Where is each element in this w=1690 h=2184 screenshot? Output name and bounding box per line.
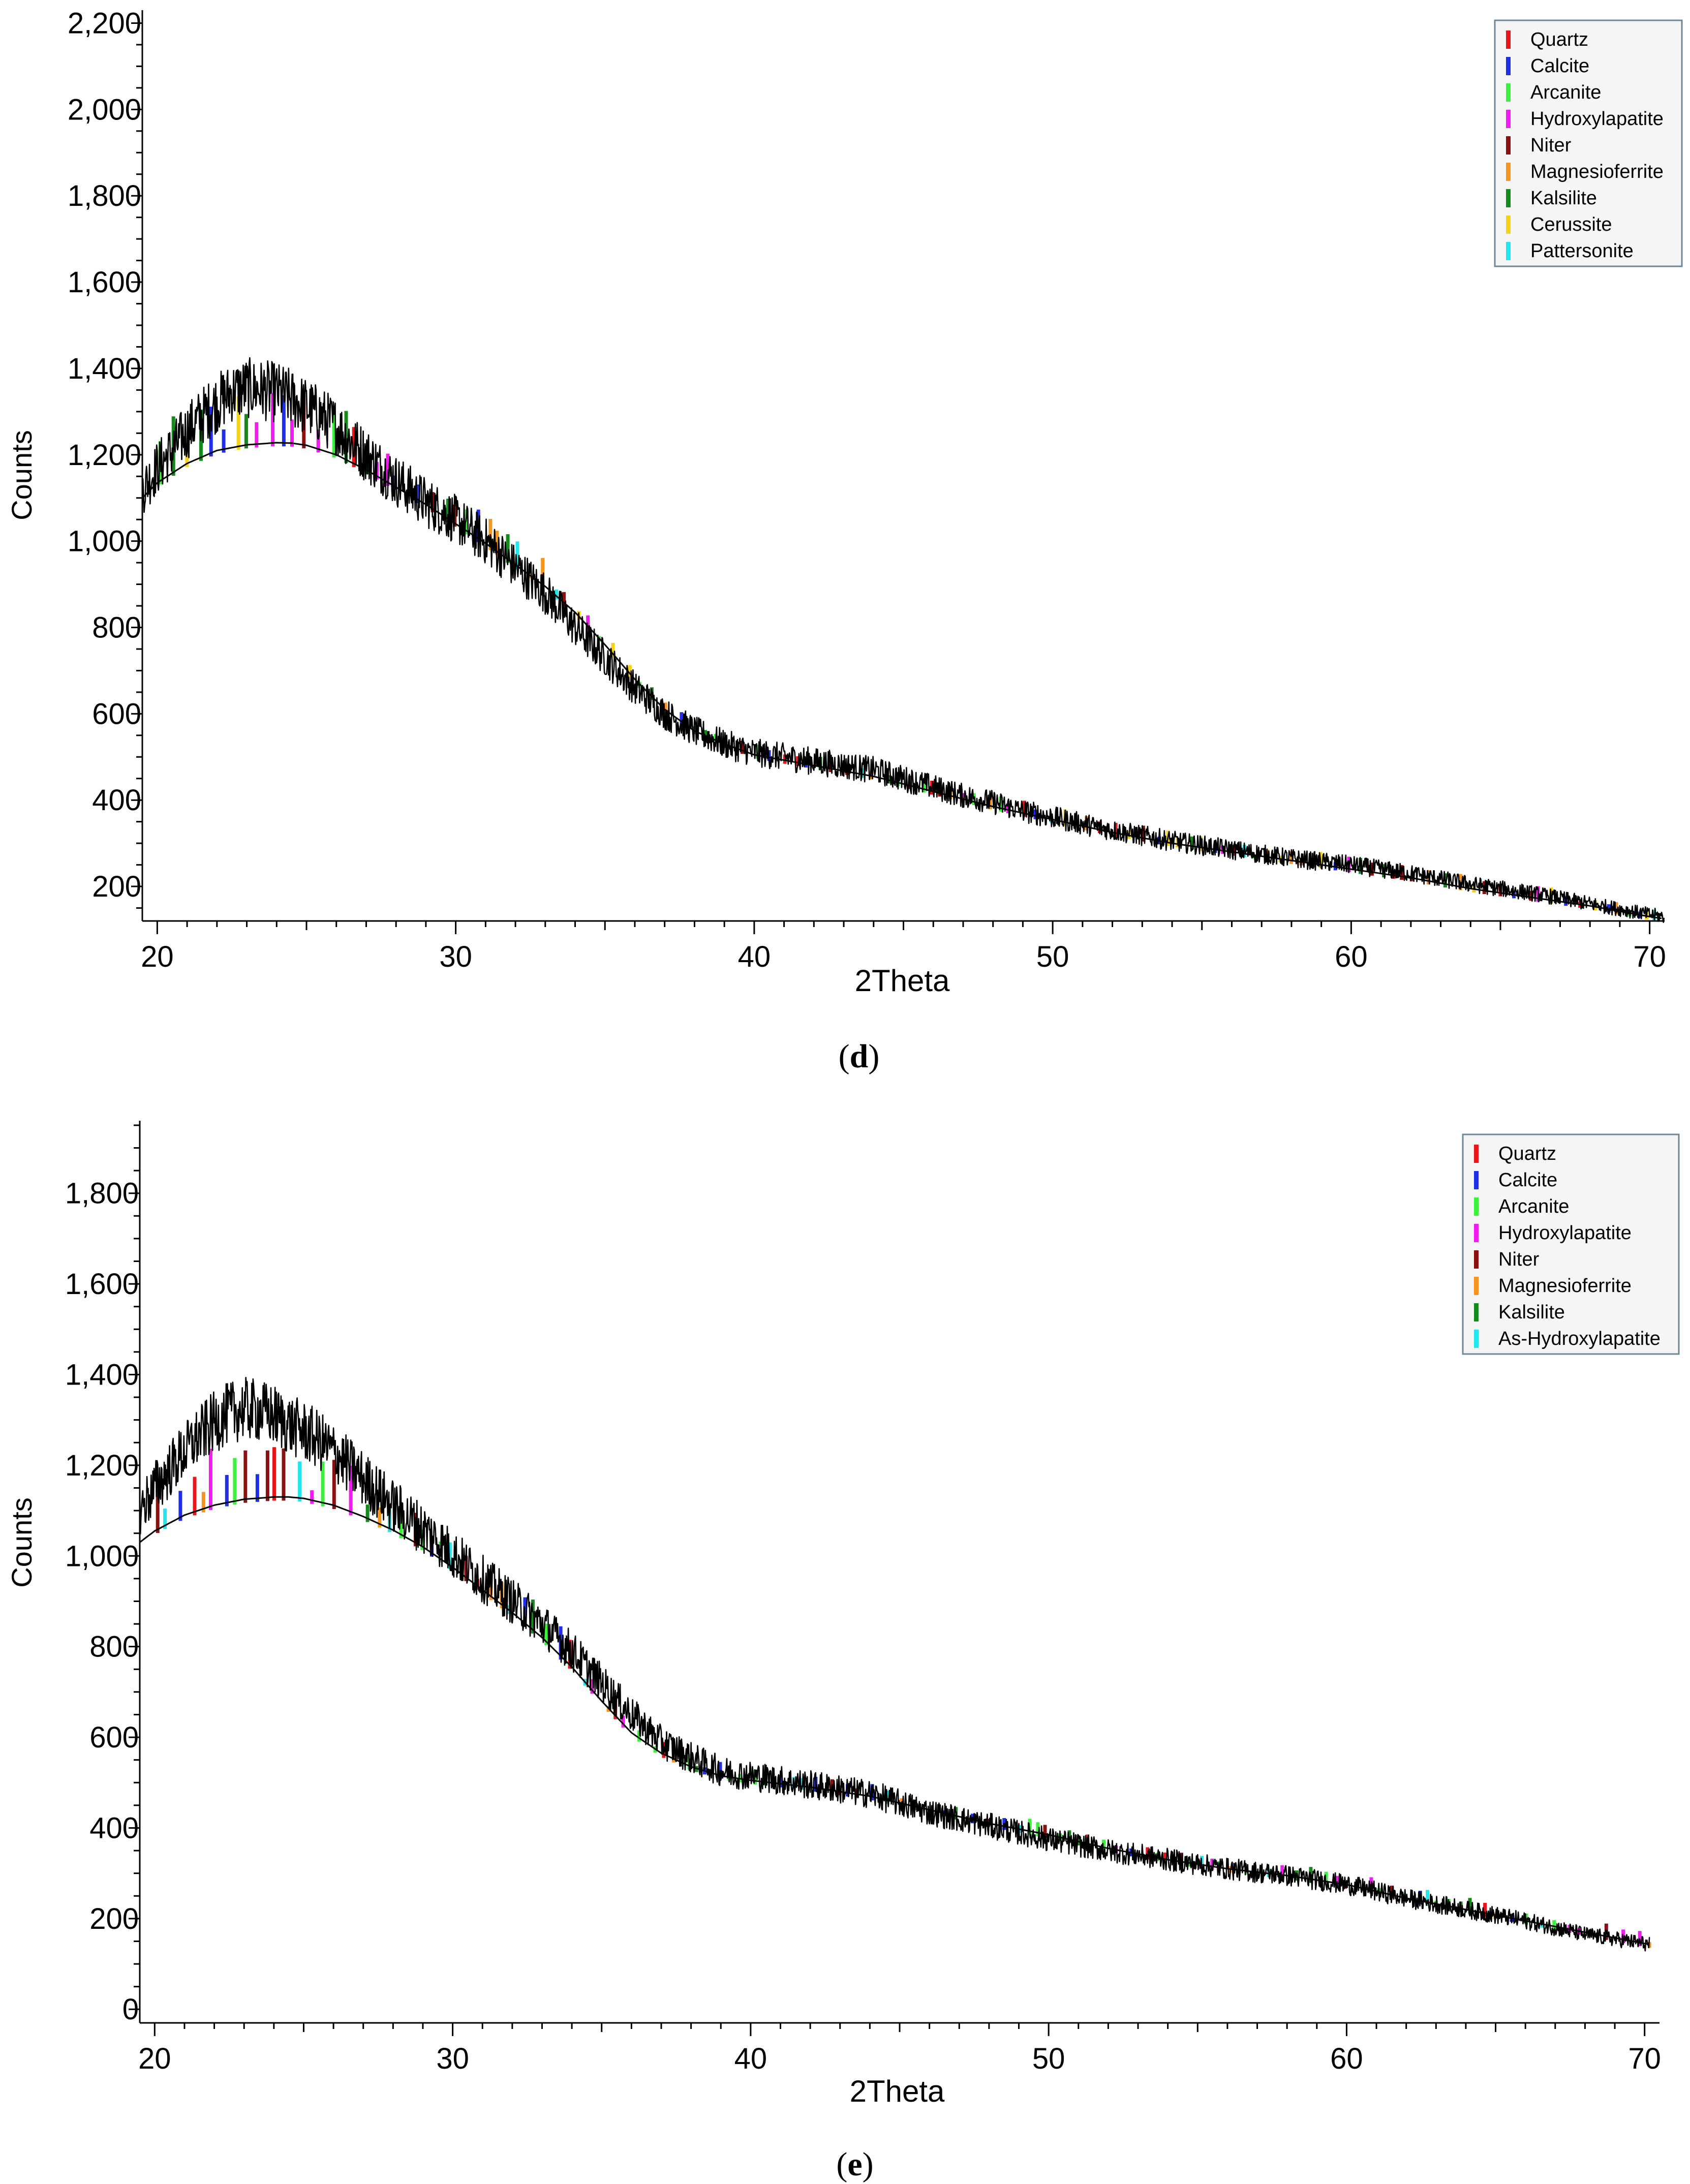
legend-swatch — [1506, 136, 1511, 155]
legend-label: Calcite — [1530, 55, 1589, 77]
legend-swatch — [1506, 189, 1511, 207]
y-tick-label: 1,600 — [65, 1268, 139, 1301]
y-tick-label: 200 — [89, 1902, 139, 1935]
y-axis-title: Counts — [6, 1497, 38, 1587]
legend-swatch — [1506, 216, 1511, 234]
x-axis-title: 2Theta — [855, 964, 950, 998]
legend-swatch — [1474, 1303, 1479, 1321]
y-tick-label: 400 — [92, 784, 141, 817]
x-tick-label: 30 — [439, 940, 472, 973]
y-tick-label: 1,800 — [68, 179, 141, 212]
axes-group: 200 400 600 800 1,000 1,200 1,400 1,600 1,800 2,0… — [68, 7, 1666, 973]
x-tick-label: 30 — [436, 2042, 469, 2075]
legend-swatch — [1474, 1224, 1479, 1242]
y-tick-label: 1,000 — [65, 1540, 139, 1573]
y-tick-label: 1,000 — [68, 525, 141, 558]
x-tick-label: 40 — [734, 2042, 767, 2075]
y-tick-label: 1,800 — [65, 1177, 139, 1210]
legend-swatch — [1474, 1330, 1479, 1348]
y-tick-label: 800 — [89, 1631, 139, 1664]
legend-swatch — [1474, 1171, 1479, 1189]
legend-swatch — [1506, 163, 1511, 181]
y-tick-label: 800 — [92, 611, 141, 644]
y-axis-title: Counts — [6, 430, 38, 520]
y-tick-label: 2,000 — [68, 93, 141, 126]
legend-label: Calcite — [1498, 1170, 1557, 1191]
legend-swatch — [1474, 1145, 1479, 1163]
legend-swatch — [1474, 1277, 1479, 1295]
axes-group: 0 200 400 600 800 1,000 1,200 1,400 1,600 1,800 20… — [65, 1121, 1661, 2075]
panel-caption: (d) — [839, 1038, 880, 1075]
legend-swatch — [1506, 57, 1511, 75]
legend-label: Pattersonite — [1530, 240, 1634, 262]
legend-label: Kalsilite — [1498, 1302, 1565, 1323]
series-group — [139, 1376, 1650, 1952]
legend-label: Kalsilite — [1530, 188, 1597, 209]
legend-label: Quartz — [1530, 29, 1588, 50]
legend-box — [1462, 1133, 1680, 1355]
y-tick-label: 2,200 — [68, 7, 141, 40]
x-tick-label: 70 — [1633, 940, 1666, 973]
x-tick-label: 70 — [1628, 2042, 1661, 2075]
y-tick-label: 0 — [122, 1993, 139, 2026]
x-tick-label: 60 — [1330, 2042, 1363, 2075]
legend-label: As-Hydroxylapatite — [1498, 1328, 1661, 1349]
y-tick-label: 400 — [89, 1811, 139, 1844]
chart-panel-d: 200 400 600 800 1,000 1,200 1,400 1,600 1,800 2,0… — [6, 7, 1683, 1075]
x-axis-title: 2Theta — [850, 2074, 945, 2108]
legend: Quartz Calcite Arcanite Hydroxylapatite Nite… — [1462, 1133, 1680, 1355]
legend-label: Magnesioferrite — [1530, 161, 1664, 182]
legend-label: Quartz — [1498, 1143, 1556, 1164]
y-tick-label: 600 — [92, 697, 141, 730]
y-tick-label: 1,400 — [68, 352, 141, 385]
y-tick-label: 600 — [89, 1721, 139, 1754]
legend-swatch — [1474, 1197, 1479, 1216]
legend-label: Niter — [1530, 135, 1572, 156]
legend-label: Arcanite — [1530, 82, 1601, 103]
chart-panel-e: 0 200 400 600 800 1,000 1,200 1,400 1,600 1,800 20… — [6, 1121, 1680, 2183]
legend-swatch — [1506, 110, 1511, 128]
y-tick-label: 1,200 — [68, 439, 141, 472]
series-group — [141, 357, 1665, 923]
y-tick-label: 1,600 — [68, 266, 141, 299]
legend-label: Hydroxylapatite — [1530, 108, 1664, 130]
x-tick-label: 20 — [138, 2042, 171, 2075]
legend-label: Niter — [1498, 1249, 1540, 1270]
legend-label: Cerussite — [1530, 214, 1612, 235]
legend-box — [1494, 19, 1683, 267]
x-tick-label: 20 — [141, 940, 174, 973]
legend-swatch — [1506, 30, 1511, 49]
observed-pattern-line — [142, 357, 1665, 923]
panel-caption: (e) — [836, 2146, 873, 2183]
observed-pattern-line — [139, 1376, 1650, 1952]
x-tick-label: 50 — [1036, 940, 1069, 973]
y-tick-label: 1,400 — [65, 1358, 139, 1391]
x-tick-label: 60 — [1335, 940, 1368, 973]
legend-swatch — [1506, 83, 1511, 102]
legend-swatch — [1506, 242, 1511, 260]
x-tick-label: 40 — [738, 940, 771, 973]
legend-label: Arcanite — [1498, 1196, 1569, 1217]
x-tick-label: 50 — [1032, 2042, 1065, 2075]
y-tick-label: 1,200 — [65, 1449, 139, 1482]
y-tick-label: 200 — [92, 870, 141, 903]
legend-label: Magnesioferrite — [1498, 1275, 1632, 1297]
legend-swatch — [1474, 1250, 1479, 1269]
legend-label: Hydroxylapatite — [1498, 1222, 1632, 1244]
legend: Quartz Calcite Arcanite Hydroxylapatite Nite… — [1494, 19, 1683, 267]
